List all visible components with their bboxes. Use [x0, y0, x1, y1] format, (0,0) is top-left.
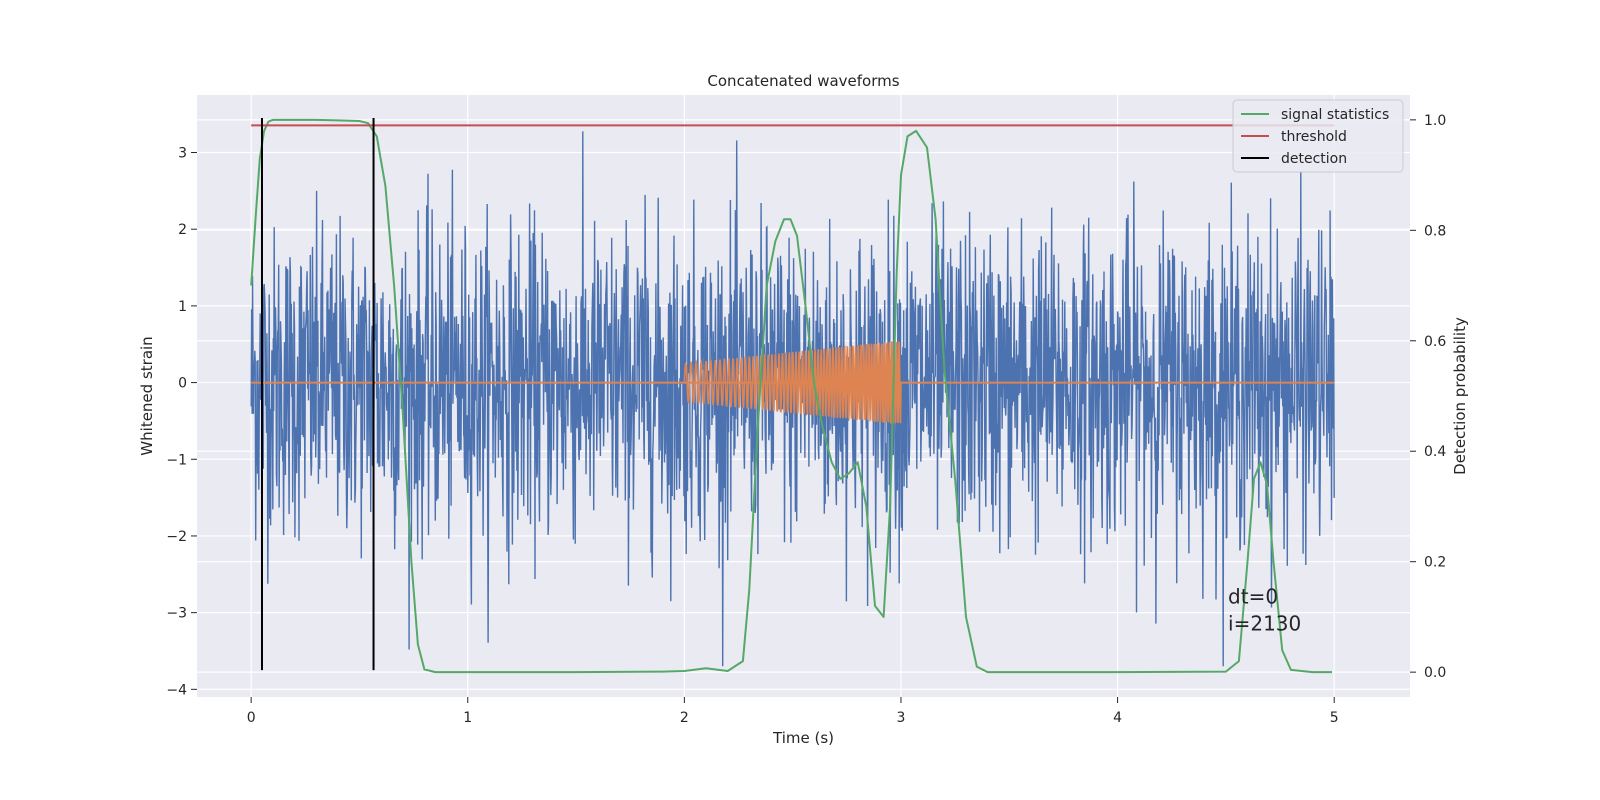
annotation-index: i=2130 [1228, 611, 1301, 635]
x-tick-label: 5 [1330, 710, 1339, 726]
y2-axis-label: Detection probability [1451, 317, 1469, 475]
y2-tick-label: 0.6 [1424, 334, 1446, 350]
strain-series [250, 131, 1335, 667]
y2-tick-label: 0.0 [1424, 665, 1446, 681]
chart-title: Concatenated waveforms [707, 72, 899, 90]
legend-box [1232, 99, 1404, 173]
x-tick-label: 2 [680, 710, 689, 726]
detection-series [260, 118, 375, 671]
y-tick-label: 2 [178, 222, 187, 238]
injection-chirp [683, 340, 902, 424]
x-tick-label: 3 [897, 710, 906, 726]
y-tick-label: −3 [166, 606, 187, 622]
grid-lines [197, 95, 1410, 697]
axes: 0 1 2 3 4 5 −4 −3 −2 −1 0 1 2 3 0.0 0.2 0.4 0.6 0.8 1.0 [166, 113, 1446, 726]
y-tick-label: −2 [166, 529, 187, 545]
y2-tick-label: 0.4 [1424, 444, 1446, 460]
legend: signal statistics threshold detection [1232, 99, 1404, 173]
signal-statistics-series [250, 118, 1332, 674]
legend-entry-detection: detection [1281, 151, 1347, 167]
y-tick-label: 3 [178, 146, 187, 162]
y-tick-label: −4 [166, 682, 187, 698]
strain-line [250, 131, 1335, 667]
annotation-dt: dt=0 [1228, 584, 1278, 608]
y-axis-label: Whitened strain [138, 336, 156, 455]
x-tick-label: 4 [1113, 710, 1122, 726]
legend-entry-signal-statistics: signal statistics [1281, 107, 1389, 123]
y-tick-label: 1 [178, 299, 187, 315]
y-tick-label: 0 [178, 376, 187, 392]
y-tick-label: −1 [166, 452, 187, 468]
x-axis-label: Time (s) [772, 729, 834, 747]
y2-tick-label: 1.0 [1424, 113, 1446, 129]
x-tick-label: 1 [463, 710, 472, 726]
signal-statistics-line [250, 118, 1332, 674]
y2-tick-label: 0.8 [1424, 223, 1446, 239]
x-tick-label: 0 [247, 710, 256, 726]
legend-entry-threshold: threshold [1281, 129, 1347, 145]
y2-tick-label: 0.2 [1424, 555, 1446, 571]
injection-series [251, 340, 1335, 424]
